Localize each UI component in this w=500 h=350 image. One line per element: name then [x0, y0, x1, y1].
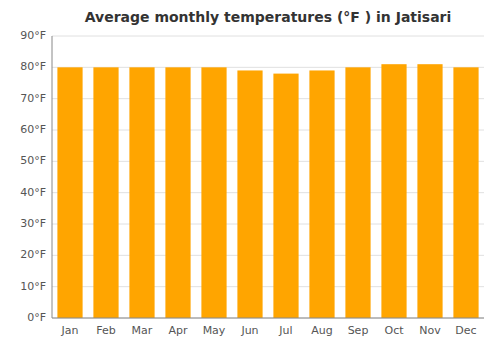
- bar: [237, 70, 262, 318]
- page: {"chart_data": {"type": "bar", "title": …: [0, 0, 500, 350]
- y-tick-label: 40°F: [20, 186, 46, 199]
- chart-container: Average monthly temperatures (°F ) in Ja…: [0, 0, 500, 350]
- y-tick-label: 20°F: [20, 248, 46, 261]
- y-axis: 0°F 10°F 20°F 30°F 40°F 50°F 60°F 70°F 80°F 90°F: [20, 29, 46, 324]
- x-tick-label: Sep: [348, 324, 369, 337]
- bar: [381, 64, 406, 318]
- x-tick-label: Jun: [240, 324, 258, 337]
- x-tick-label: Nov: [419, 324, 441, 337]
- y-tick-label: 30°F: [20, 217, 46, 230]
- bar: [273, 74, 298, 318]
- y-tick-label: 60°F: [20, 123, 46, 136]
- y-tick-label: 80°F: [20, 60, 46, 73]
- x-tick-label: May: [203, 324, 226, 337]
- bar: [57, 67, 82, 318]
- grid: [52, 36, 484, 318]
- x-tick-label: Jan: [61, 324, 79, 337]
- bars: [57, 64, 478, 318]
- bar: [165, 67, 190, 318]
- y-tick-label: 70°F: [20, 92, 46, 105]
- grid-line: [52, 36, 484, 37]
- x-tick-label: Oct: [384, 324, 404, 337]
- bar: [201, 67, 226, 318]
- x-tick-label: Feb: [96, 324, 115, 337]
- y-tick-label: 0°F: [27, 311, 46, 324]
- x-tick-label: Jul: [278, 324, 292, 337]
- x-axis: Jan Feb Mar Apr May Jun Jul Aug Sep Oct Nov Dec: [61, 324, 477, 337]
- x-tick-label: Mar: [132, 324, 153, 337]
- y-tick-label: 50°F: [20, 154, 46, 167]
- bar: [417, 64, 442, 318]
- y-tick-label: 10°F: [20, 280, 46, 293]
- x-tick-label: Aug: [311, 324, 332, 337]
- grid-line: [52, 318, 484, 319]
- chart-svg: Average monthly temperatures (°F ) in Ja…: [0, 0, 500, 350]
- bar: [93, 67, 118, 318]
- bar: [129, 67, 154, 318]
- x-tick-label: Dec: [455, 324, 476, 337]
- bar: [345, 67, 370, 318]
- x-axis-line: [52, 318, 484, 319]
- title: Average monthly temperatures (°F ) in Ja…: [85, 9, 452, 25]
- x-tick-label: Apr: [168, 324, 188, 337]
- bar: [309, 70, 334, 318]
- y-axis-line: [52, 36, 53, 318]
- bar: [453, 67, 478, 318]
- y-tick-label: 90°F: [20, 29, 46, 42]
